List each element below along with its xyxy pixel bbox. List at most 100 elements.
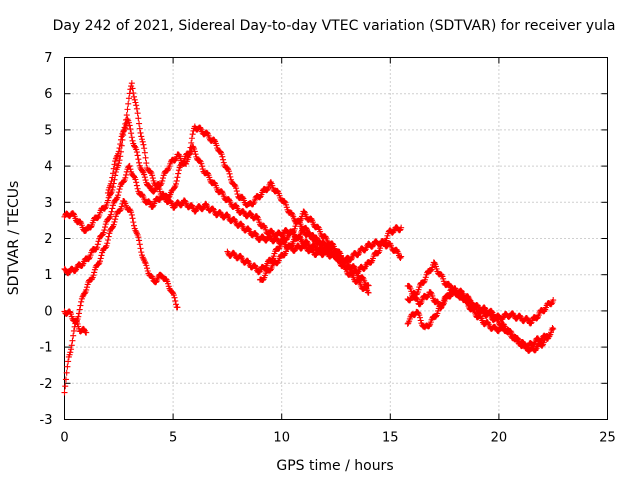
data-point xyxy=(128,130,135,137)
data-point xyxy=(132,227,139,234)
data-point xyxy=(106,215,113,222)
data-point xyxy=(432,313,439,320)
data-point xyxy=(141,145,148,152)
data-point xyxy=(86,255,93,262)
data-point xyxy=(110,170,117,177)
data-point xyxy=(390,229,397,236)
data-point xyxy=(62,376,69,383)
data-point xyxy=(76,306,83,313)
data-point xyxy=(348,256,355,263)
data-point xyxy=(398,253,405,260)
data-point xyxy=(227,173,234,180)
data-point xyxy=(147,168,154,175)
y-tick-label: -3 xyxy=(40,413,53,428)
data-point xyxy=(186,148,193,155)
data-point xyxy=(204,129,211,136)
data-point xyxy=(101,227,108,234)
series-layer xyxy=(61,80,557,396)
data-point xyxy=(87,224,94,231)
data-point xyxy=(211,137,218,144)
data-point xyxy=(374,250,381,257)
y-axis-tick-labels: -3 -2 -1 0 1 2 3 4 5 6 7 xyxy=(40,51,53,428)
data-point xyxy=(115,192,122,199)
data-point xyxy=(495,327,502,334)
data-point xyxy=(534,315,541,322)
data-point xyxy=(140,255,147,262)
data-point xyxy=(362,284,369,291)
data-point xyxy=(62,383,69,390)
data-point xyxy=(95,238,102,245)
data-point xyxy=(275,245,282,252)
data-point xyxy=(348,270,355,277)
data-point xyxy=(77,218,84,225)
data-point xyxy=(129,215,136,222)
data-point xyxy=(149,172,156,179)
chart-title: Day 242 of 2021, Sidereal Day-to-day VTE… xyxy=(53,18,616,34)
data-point xyxy=(301,241,308,248)
data-point xyxy=(432,263,439,270)
data-point xyxy=(313,234,320,241)
data-point xyxy=(107,211,114,218)
data-point xyxy=(359,274,366,281)
data-point xyxy=(175,167,182,174)
data-point xyxy=(254,213,261,220)
data-point xyxy=(112,168,119,175)
data-point xyxy=(141,258,148,265)
data-point xyxy=(267,233,274,240)
data-point xyxy=(192,208,199,215)
data-point xyxy=(95,261,102,268)
data-point xyxy=(75,310,82,317)
data-point xyxy=(290,229,297,236)
data-point xyxy=(142,177,149,184)
data-point xyxy=(440,275,447,282)
data-point xyxy=(247,210,254,217)
data-point xyxy=(133,228,140,235)
data-point xyxy=(238,220,245,227)
data-point xyxy=(143,160,150,167)
data-point xyxy=(130,90,137,97)
data-point xyxy=(94,214,101,221)
data-point xyxy=(97,255,104,262)
data-point xyxy=(111,218,118,225)
data-point xyxy=(172,297,179,304)
x-axis-label: GPS time / hours xyxy=(276,458,393,474)
data-point xyxy=(464,293,471,300)
data-point xyxy=(173,177,180,184)
data-point xyxy=(499,324,506,331)
data-point xyxy=(188,139,195,146)
data-point xyxy=(437,305,444,312)
data-point xyxy=(68,346,75,353)
data-point xyxy=(165,280,172,287)
data-point xyxy=(188,135,195,142)
data-point xyxy=(138,191,145,198)
data-point xyxy=(187,144,194,151)
data-point xyxy=(301,208,308,215)
data-point xyxy=(413,294,420,301)
data-point xyxy=(131,93,138,100)
data-point xyxy=(110,184,117,191)
data-point xyxy=(141,149,148,156)
data-point xyxy=(233,202,240,209)
data-point xyxy=(472,302,479,309)
data-point xyxy=(398,224,405,231)
data-point xyxy=(90,272,97,279)
data-point xyxy=(157,271,164,278)
data-point xyxy=(225,168,232,175)
data-point xyxy=(138,249,145,256)
data-point xyxy=(123,171,130,178)
data-point xyxy=(171,204,178,211)
data-point xyxy=(112,216,119,223)
data-point xyxy=(108,208,115,215)
data-point xyxy=(75,313,82,320)
data-point xyxy=(404,320,411,327)
data-point xyxy=(105,233,112,240)
data-point xyxy=(109,224,116,231)
data-point xyxy=(118,203,125,210)
data-point xyxy=(420,279,427,286)
data-point xyxy=(479,308,486,315)
data-point xyxy=(230,250,237,257)
data-point xyxy=(136,237,143,244)
data-point xyxy=(107,180,114,187)
y-tick-label: 4 xyxy=(44,160,52,175)
data-point xyxy=(351,263,358,270)
